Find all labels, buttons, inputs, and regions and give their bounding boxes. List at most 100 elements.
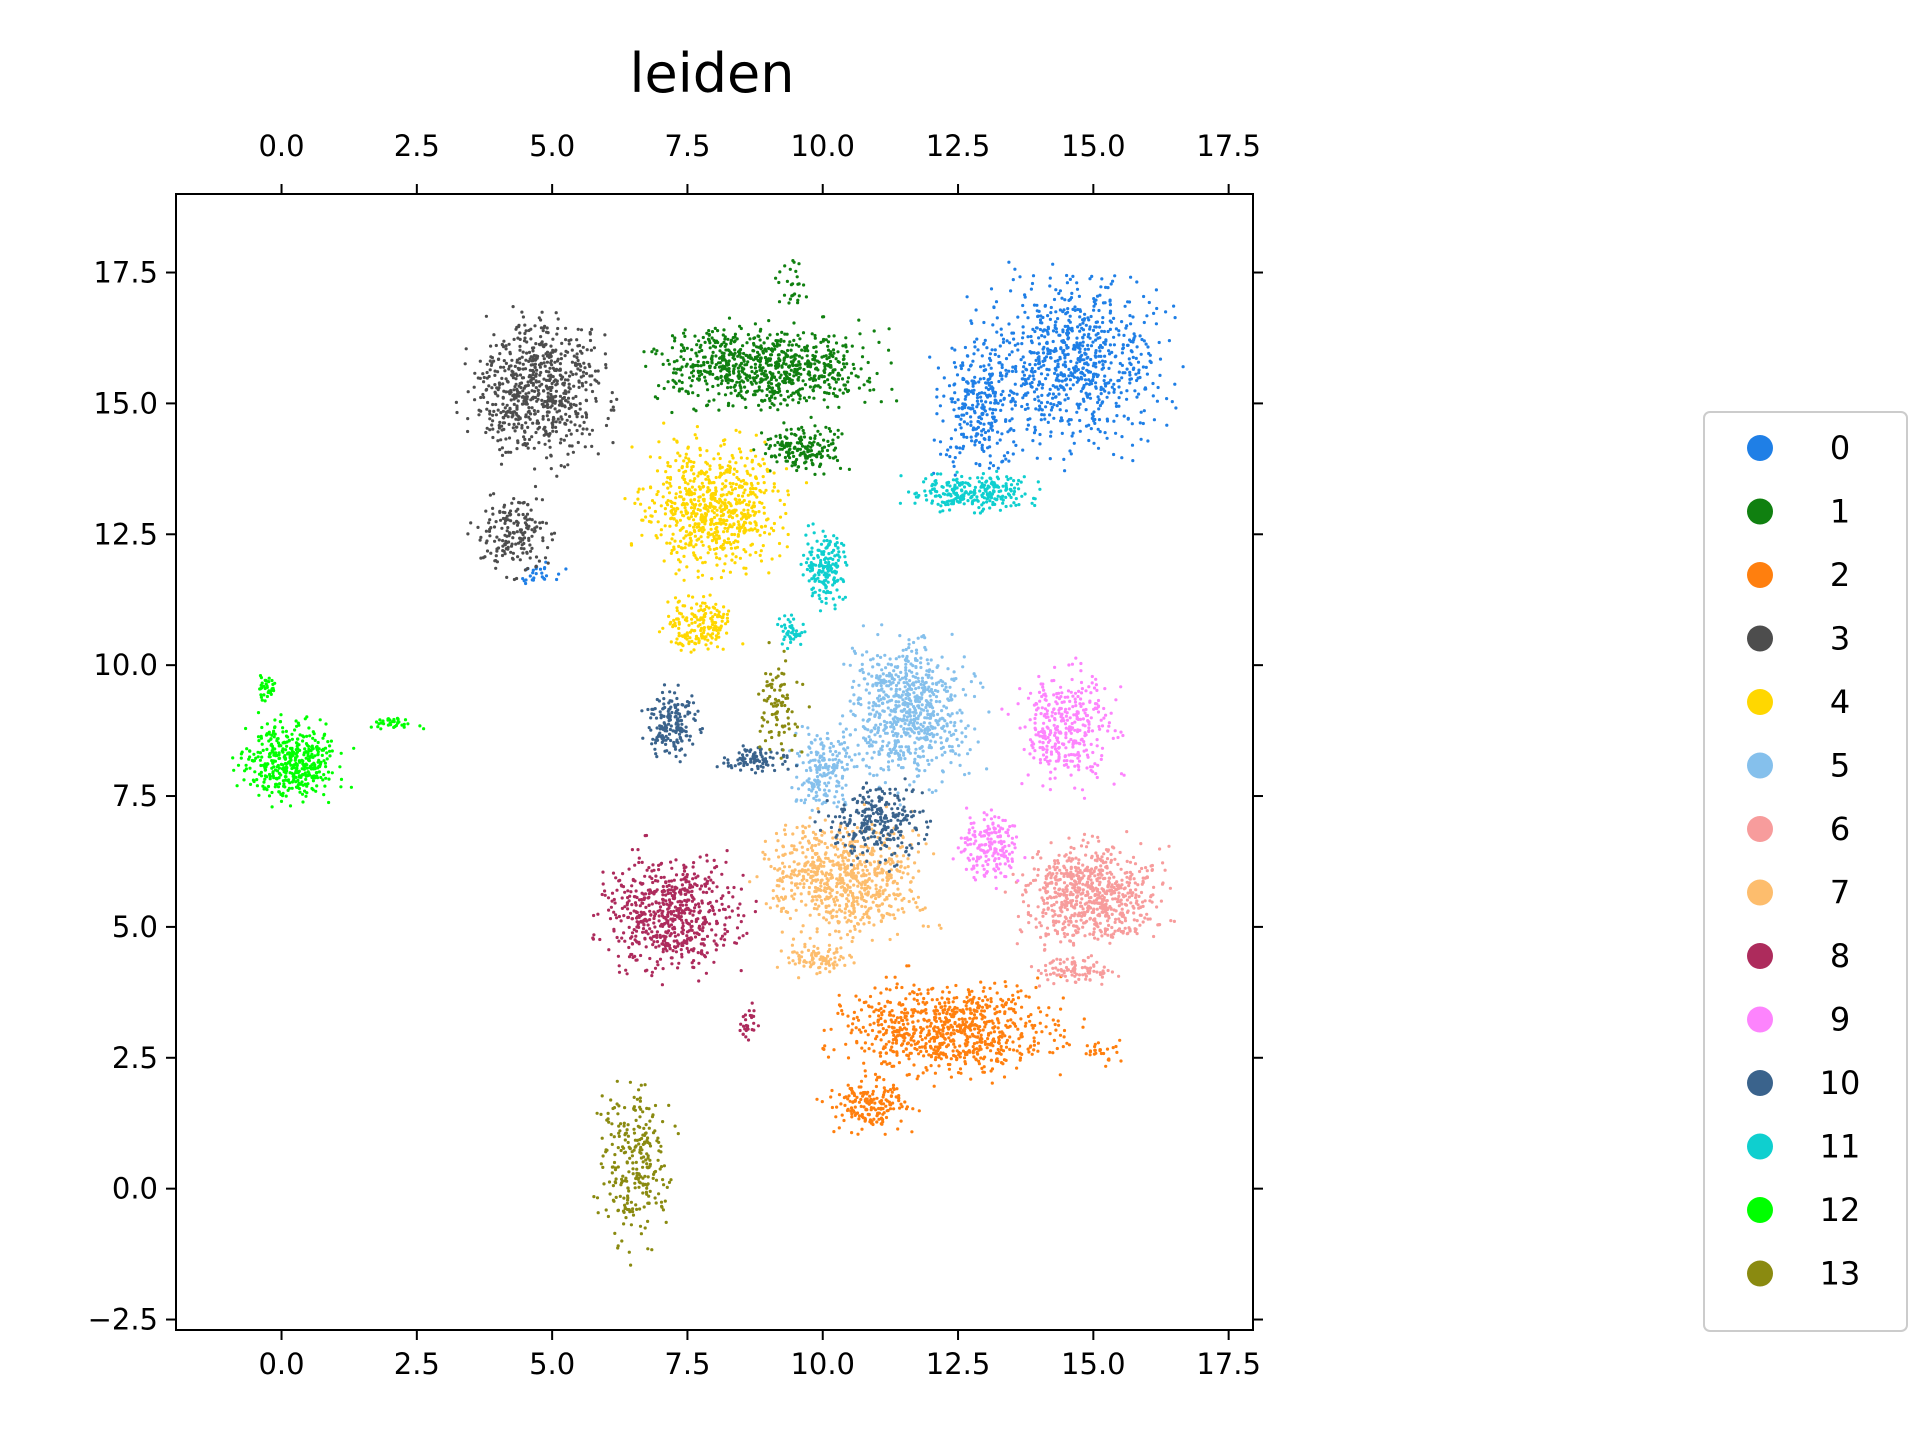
point: [906, 1022, 910, 1026]
point: [1096, 446, 1101, 450]
point: [680, 365, 684, 369]
point: [499, 438, 503, 442]
point: [757, 510, 761, 514]
point: [714, 475, 718, 480]
point: [752, 501, 756, 505]
point: [975, 1035, 980, 1039]
point: [677, 379, 682, 383]
point: [674, 459, 678, 463]
point: [1029, 287, 1033, 291]
point: [1035, 326, 1039, 330]
point: [904, 997, 908, 1001]
point: [1104, 338, 1108, 342]
point: [912, 1063, 916, 1067]
point: [753, 379, 757, 383]
point: [780, 440, 784, 444]
point: [603, 333, 607, 337]
point: [1120, 363, 1124, 367]
point: [971, 384, 975, 388]
point: [1007, 322, 1011, 326]
point: [672, 437, 676, 441]
point: [797, 354, 802, 358]
point: [723, 526, 727, 530]
point: [729, 385, 733, 389]
point: [763, 531, 767, 535]
point: [726, 403, 731, 408]
point: [954, 365, 958, 369]
point: [832, 334, 836, 338]
point: [783, 332, 787, 336]
point: [935, 412, 939, 416]
point: [705, 470, 709, 474]
point: [828, 372, 832, 376]
point: [712, 547, 716, 552]
point: [1064, 365, 1068, 369]
point: [963, 1023, 968, 1027]
point: [1076, 325, 1080, 329]
point: [707, 333, 711, 337]
point: [527, 538, 531, 543]
point: [1129, 322, 1133, 326]
point: [1077, 356, 1081, 361]
point: [788, 447, 792, 451]
point: [778, 436, 783, 440]
point: [994, 1051, 999, 1055]
point: [863, 1116, 867, 1120]
point: [571, 450, 576, 454]
point: [870, 1028, 875, 1033]
point: [584, 371, 589, 376]
point: [979, 1033, 983, 1037]
point: [1005, 339, 1009, 343]
point: [720, 342, 724, 346]
point: [1137, 392, 1141, 396]
point: [952, 1042, 956, 1046]
point: [1181, 365, 1185, 369]
point: [857, 1117, 861, 1121]
point: [846, 1097, 850, 1101]
point: [929, 1021, 933, 1025]
point: [792, 454, 796, 458]
point: [738, 556, 743, 560]
point: [712, 620, 716, 625]
point: [1029, 334, 1033, 339]
point: [941, 419, 945, 423]
point: [521, 501, 525, 505]
point: [769, 372, 774, 376]
point: [715, 513, 719, 517]
point: [684, 389, 688, 393]
point: [932, 1039, 937, 1043]
point: [998, 371, 1003, 375]
point: [740, 484, 744, 488]
point: [1054, 395, 1058, 399]
point: [958, 1008, 962, 1012]
point: [960, 432, 964, 436]
point: [897, 1094, 901, 1098]
point: [781, 379, 785, 383]
point: [1090, 416, 1094, 420]
point: [973, 1023, 977, 1027]
point: [506, 526, 510, 530]
point: [788, 456, 792, 460]
point: [675, 606, 679, 610]
point: [956, 398, 960, 402]
series-3-points: [454, 305, 619, 582]
point: [721, 482, 725, 486]
point: [1158, 373, 1162, 377]
point: [743, 488, 747, 492]
point: [1087, 438, 1091, 443]
point: [1081, 372, 1085, 376]
point: [923, 1046, 927, 1050]
point: [1051, 1018, 1055, 1022]
point: [512, 497, 516, 501]
point: [1039, 401, 1044, 405]
point: [1102, 1051, 1106, 1056]
point: [958, 1067, 963, 1071]
point: [688, 357, 693, 361]
point: [765, 387, 769, 391]
point: [761, 378, 765, 382]
point: [533, 412, 537, 416]
point: [644, 515, 648, 519]
point: [1013, 343, 1017, 347]
point: [720, 546, 724, 550]
point: [682, 346, 686, 350]
